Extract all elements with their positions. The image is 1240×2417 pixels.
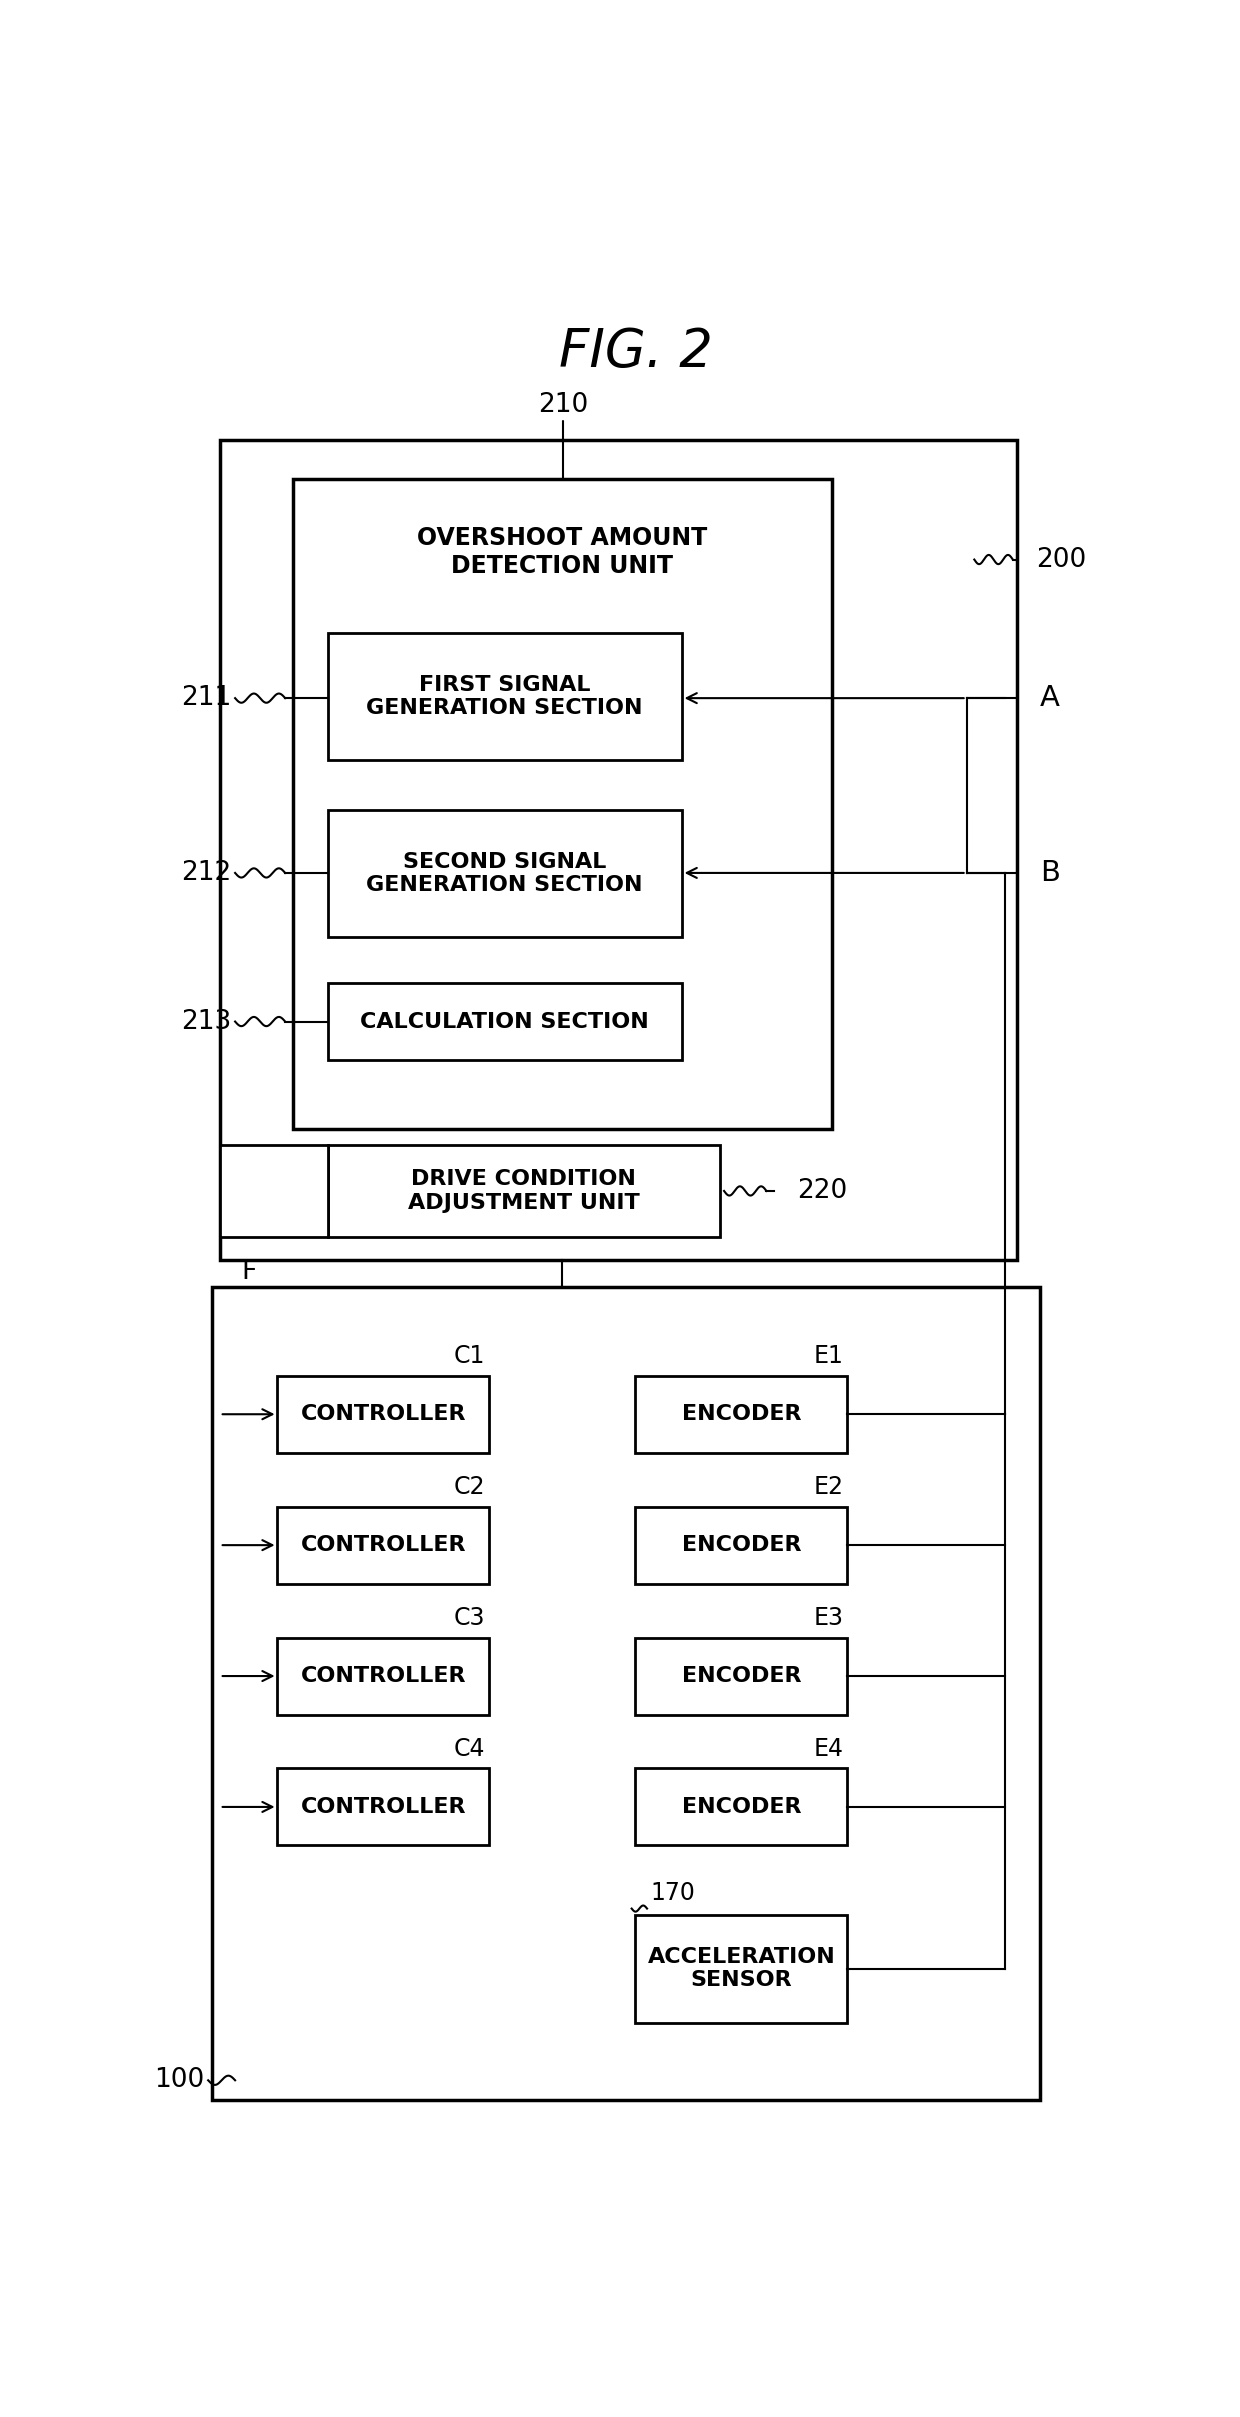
Text: 210: 210 — [538, 392, 588, 418]
Text: C2: C2 — [454, 1474, 485, 1499]
Text: ENCODER: ENCODER — [682, 1404, 801, 1424]
Bar — [278, 1375, 490, 1453]
Bar — [635, 1639, 847, 1714]
Text: ENCODER: ENCODER — [682, 1796, 801, 1818]
Bar — [635, 1506, 847, 1583]
Text: 220: 220 — [797, 1177, 847, 1204]
Bar — [327, 1146, 720, 1238]
Text: 213: 213 — [181, 1008, 231, 1034]
Text: E3: E3 — [813, 1605, 843, 1629]
Text: ENCODER: ENCODER — [682, 1535, 801, 1554]
Text: CONTROLLER: CONTROLLER — [300, 1535, 466, 1554]
Bar — [278, 1506, 490, 1583]
Bar — [327, 984, 682, 1061]
Bar — [327, 810, 682, 938]
Text: OVERSHOOT AMOUNT
DETECTION UNIT: OVERSHOOT AMOUNT DETECTION UNIT — [417, 527, 708, 578]
Text: E4: E4 — [813, 1738, 843, 1760]
Text: DRIVE CONDITION
ADJUSTMENT UNIT: DRIVE CONDITION ADJUSTMENT UNIT — [408, 1170, 640, 1213]
Text: B: B — [1040, 858, 1060, 887]
Bar — [219, 440, 1017, 1259]
Text: ENCODER: ENCODER — [682, 1665, 801, 1687]
Text: E1: E1 — [813, 1344, 843, 1368]
Bar — [219, 1146, 327, 1238]
Text: C3: C3 — [454, 1605, 485, 1629]
Text: C1: C1 — [454, 1344, 485, 1368]
Text: F: F — [242, 1259, 257, 1286]
Bar — [327, 633, 682, 759]
Text: 200: 200 — [1035, 546, 1086, 573]
Text: CONTROLLER: CONTROLLER — [300, 1404, 466, 1424]
Text: 170: 170 — [651, 1880, 696, 1905]
Text: FIRST SIGNAL
GENERATION SECTION: FIRST SIGNAL GENERATION SECTION — [366, 674, 642, 718]
Text: CONTROLLER: CONTROLLER — [300, 1665, 466, 1687]
Text: 212: 212 — [181, 860, 231, 887]
Bar — [278, 1769, 490, 1847]
Bar — [635, 1914, 847, 2023]
Text: SECOND SIGNAL
GENERATION SECTION: SECOND SIGNAL GENERATION SECTION — [366, 851, 642, 894]
Text: 211: 211 — [181, 684, 231, 711]
Text: 100: 100 — [154, 2067, 205, 2093]
Text: C4: C4 — [454, 1738, 485, 1760]
Bar — [212, 1288, 1040, 2100]
Bar — [635, 1375, 847, 1453]
Text: E2: E2 — [813, 1474, 843, 1499]
Text: FIG. 2: FIG. 2 — [559, 326, 712, 377]
Text: CONTROLLER: CONTROLLER — [300, 1796, 466, 1818]
Text: A: A — [1040, 684, 1060, 713]
Bar — [278, 1639, 490, 1714]
Text: CALCULATION SECTION: CALCULATION SECTION — [361, 1013, 649, 1032]
Text: ACCELERATION
SENSOR: ACCELERATION SENSOR — [647, 1948, 836, 1989]
Bar — [635, 1769, 847, 1847]
Bar — [293, 479, 832, 1129]
